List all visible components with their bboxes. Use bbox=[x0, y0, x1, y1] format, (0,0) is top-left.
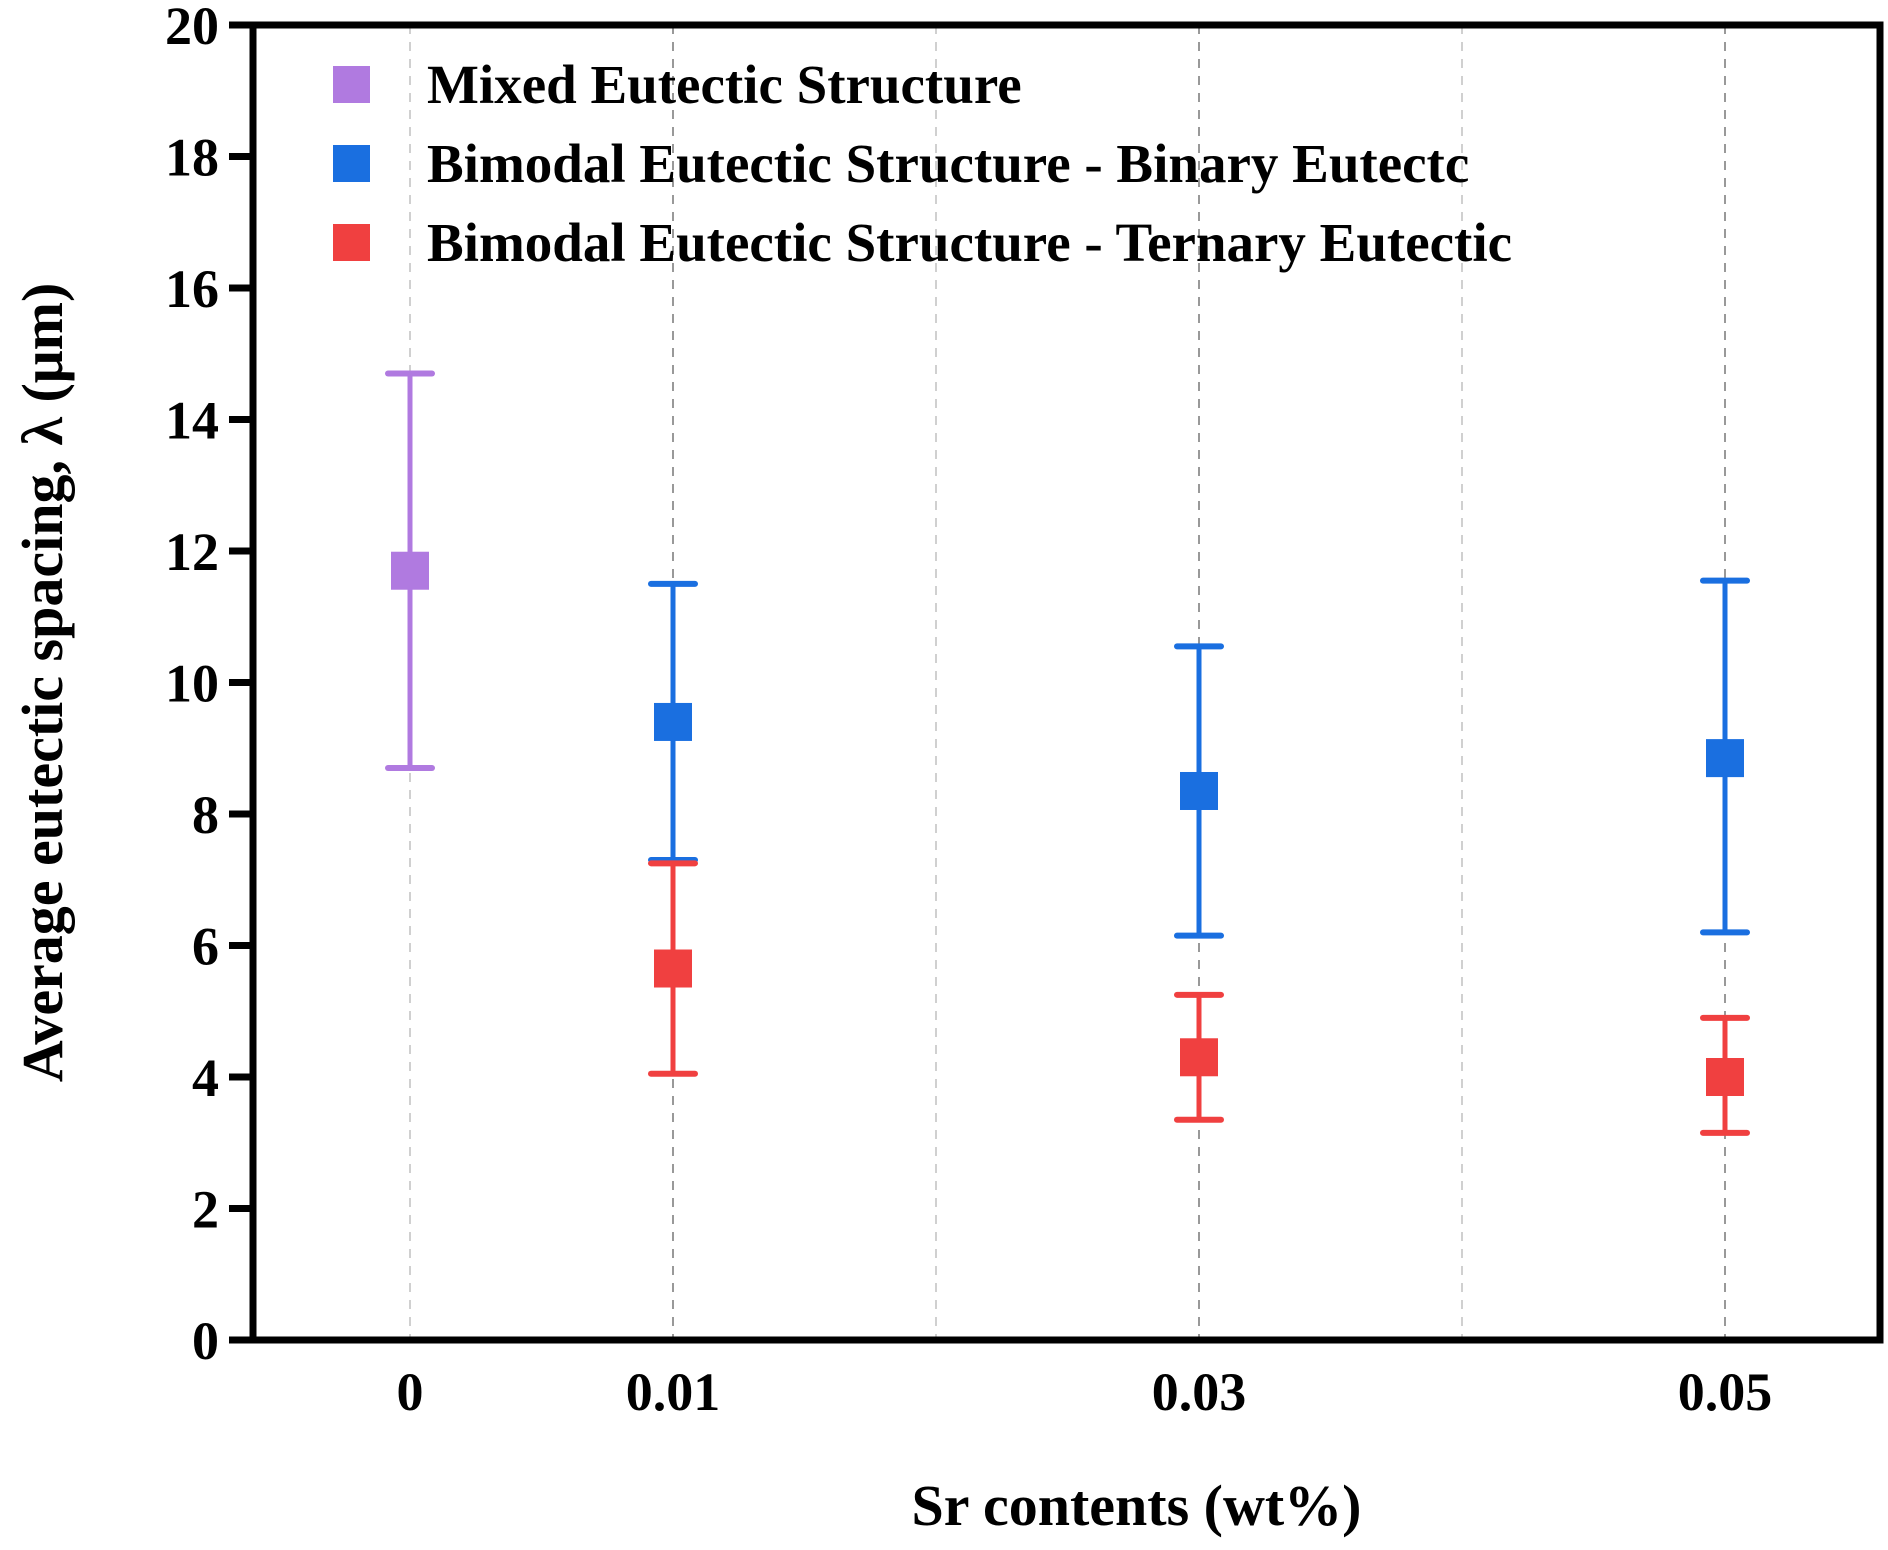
y-tick-label: 8 bbox=[192, 785, 219, 845]
y-tick-label: 20 bbox=[165, 0, 219, 56]
x-tick-label: 0.03 bbox=[1152, 1362, 1247, 1422]
legend-label: Mixed Eutectic Structure bbox=[427, 54, 1022, 115]
series-1 bbox=[648, 577, 1750, 939]
legend-label: Bimodal Eutectic Structure - Binary Eute… bbox=[427, 133, 1469, 194]
data-point bbox=[654, 702, 692, 741]
x-tick-label: 0.05 bbox=[1678, 1362, 1773, 1422]
y-axis-title: Average eutectic spacing, λ (μm) bbox=[10, 283, 75, 1083]
legend-marker bbox=[333, 66, 370, 103]
data-point bbox=[1706, 739, 1744, 778]
legend-marker bbox=[333, 145, 370, 182]
y-tick-label: 0 bbox=[192, 1311, 219, 1371]
y-tick-label: 2 bbox=[192, 1180, 219, 1240]
data-series bbox=[385, 370, 1750, 1136]
legend: Mixed Eutectic Structure Bimodal Eutectic… bbox=[333, 54, 1512, 273]
x-axis: 0 0.01 0.03 0.05 bbox=[397, 1362, 1773, 1422]
y-tick-label: 4 bbox=[192, 1048, 219, 1108]
legend-marker bbox=[333, 224, 370, 261]
x-axis-title: Sr contents (wt%) bbox=[912, 1473, 1362, 1538]
data-point bbox=[1180, 771, 1218, 810]
x-tick-label: 0.01 bbox=[626, 1362, 721, 1422]
x-tick-label: 0 bbox=[397, 1362, 424, 1422]
legend-label: Bimodal Eutectic Structure - Ternary Eut… bbox=[427, 212, 1512, 273]
y-axis: 0 2 4 6 8 10 12 14 16 18 20 bbox=[165, 0, 253, 1371]
series-2 bbox=[648, 860, 1750, 1136]
data-point bbox=[1706, 1058, 1744, 1096]
series-0 bbox=[385, 370, 435, 771]
y-tick-label: 18 bbox=[165, 128, 219, 188]
data-point bbox=[654, 949, 692, 988]
data-point bbox=[1180, 1038, 1218, 1077]
y-tick-label: 6 bbox=[192, 917, 219, 977]
y-tick-label: 16 bbox=[165, 259, 219, 319]
data-point bbox=[391, 551, 429, 590]
y-tick-label: 12 bbox=[165, 522, 219, 582]
y-tick-label: 14 bbox=[165, 391, 219, 451]
y-tick-label: 10 bbox=[165, 654, 219, 714]
